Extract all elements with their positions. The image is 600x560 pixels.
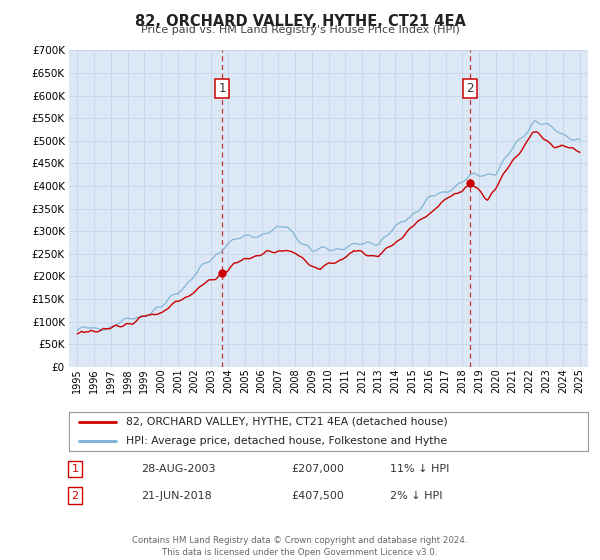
- Text: 82, ORCHARD VALLEY, HYTHE, CT21 4EA (detached house): 82, ORCHARD VALLEY, HYTHE, CT21 4EA (det…: [126, 417, 448, 427]
- Text: 21-JUN-2018: 21-JUN-2018: [141, 491, 212, 501]
- Text: 28-AUG-2003: 28-AUG-2003: [141, 464, 215, 474]
- Text: £407,500: £407,500: [291, 491, 344, 501]
- Text: HPI: Average price, detached house, Folkestone and Hythe: HPI: Average price, detached house, Folk…: [126, 436, 447, 446]
- Text: Price paid vs. HM Land Registry's House Price Index (HPI): Price paid vs. HM Land Registry's House …: [140, 25, 460, 35]
- Text: 1: 1: [71, 464, 79, 474]
- Text: 2: 2: [71, 491, 79, 501]
- Text: 2: 2: [467, 82, 474, 95]
- Text: 1: 1: [218, 82, 226, 95]
- Text: £207,000: £207,000: [291, 464, 344, 474]
- Text: 11% ↓ HPI: 11% ↓ HPI: [390, 464, 449, 474]
- Text: 2% ↓ HPI: 2% ↓ HPI: [390, 491, 443, 501]
- Text: Contains HM Land Registry data © Crown copyright and database right 2024.
This d: Contains HM Land Registry data © Crown c…: [132, 536, 468, 557]
- Text: 82, ORCHARD VALLEY, HYTHE, CT21 4EA: 82, ORCHARD VALLEY, HYTHE, CT21 4EA: [134, 14, 466, 29]
